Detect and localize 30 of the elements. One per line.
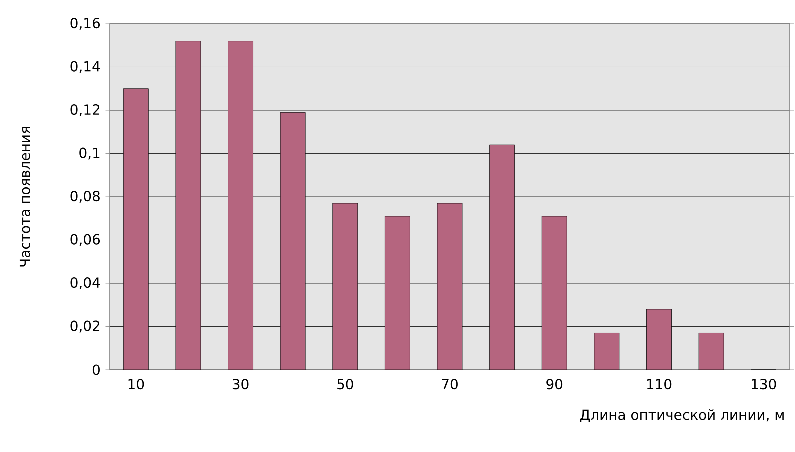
- bar: [698, 333, 724, 370]
- bar: [490, 144, 516, 370]
- bar: [176, 41, 202, 370]
- bar: [646, 309, 672, 370]
- y-tick-label: 0,02: [70, 320, 100, 333]
- x-tick-label: 70: [442, 379, 458, 390]
- y-tick-label: 0,14: [70, 61, 100, 74]
- bar: [332, 203, 358, 370]
- y-tick-label: 0,08: [70, 191, 100, 203]
- y-axis-title: Частота появления: [20, 127, 30, 267]
- y-tick-label: 0,04: [70, 278, 100, 290]
- y-tick-label: 0,16: [70, 18, 100, 30]
- bar: [542, 216, 568, 370]
- y-tick-label: 0,1: [80, 148, 100, 160]
- x-tick-label: 90: [546, 379, 563, 390]
- bar: [123, 88, 149, 370]
- x-tick-label: 10: [128, 379, 144, 390]
- x-tick-label: 130: [752, 379, 776, 390]
- x-axis-title: Длина оптической линии, м: [580, 409, 784, 422]
- x-tick-label: 30: [232, 379, 249, 390]
- y-tick-label: 0: [92, 364, 100, 376]
- bar: [594, 333, 620, 370]
- y-tick-label: 0,12: [70, 104, 100, 116]
- x-tick-label: 110: [647, 379, 672, 390]
- bar: [228, 41, 254, 370]
- bar: [280, 112, 306, 370]
- bar: [437, 203, 463, 370]
- bar: [384, 216, 410, 370]
- y-tick-label: 0,06: [70, 234, 100, 246]
- x-tick-label: 50: [338, 379, 354, 390]
